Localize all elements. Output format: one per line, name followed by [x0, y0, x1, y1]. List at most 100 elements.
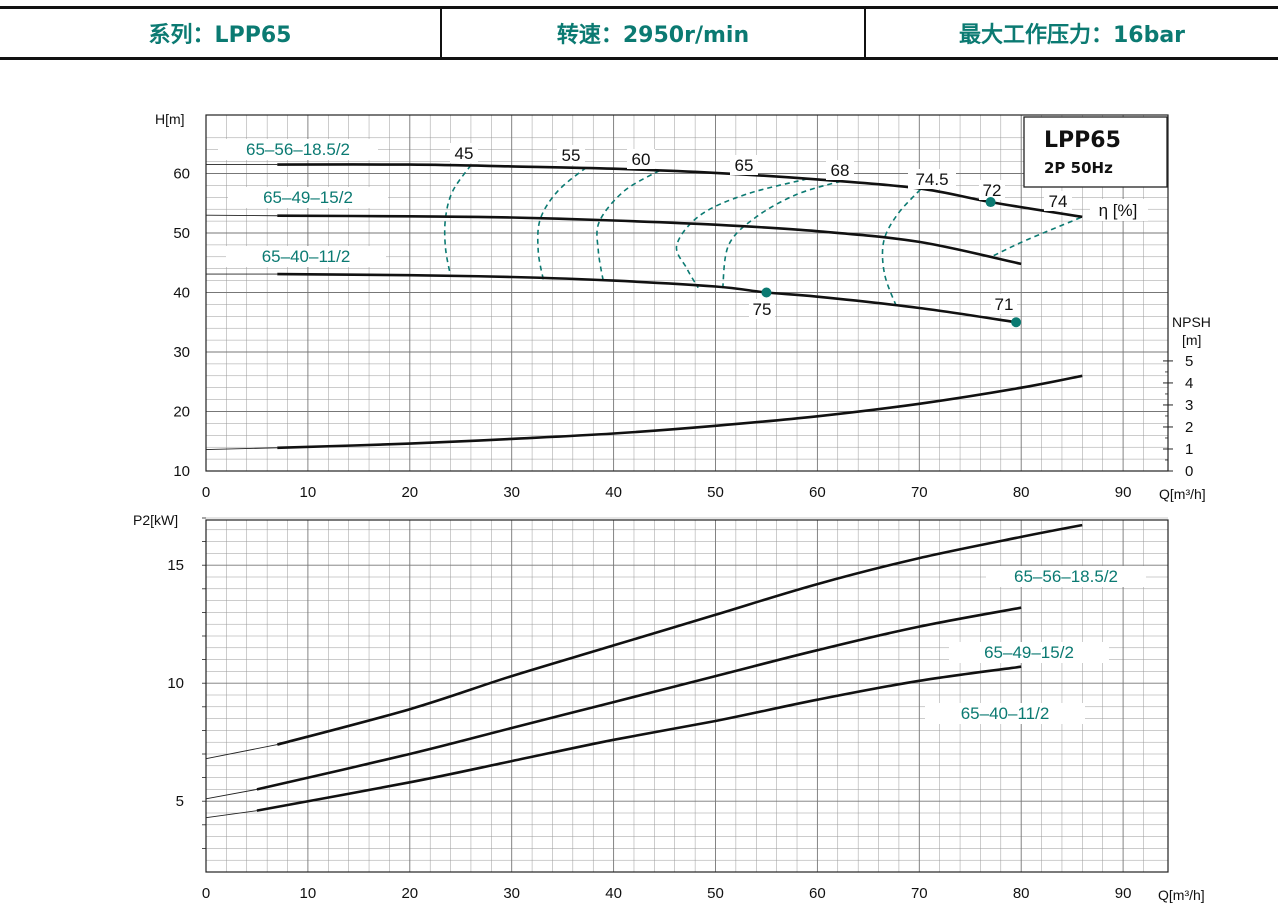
chart-title: LPP65: [1044, 128, 1121, 153]
plot-frame: [205, 519, 1169, 873]
npsh-tick-label: 2: [1185, 419, 1193, 436]
series-label: 65–56–18.5/2: [1014, 567, 1118, 586]
y-tick-label: 20: [173, 404, 190, 421]
label-backdrop: [218, 139, 378, 160]
head-curve: [277, 214, 1022, 266]
curve-lead-line: [205, 788, 258, 800]
label-backdrop: [1044, 191, 1072, 211]
npsh-axis-unit: [m]: [1182, 332, 1201, 348]
label-backdrop: [908, 169, 956, 189]
x-tick-label: 90: [1115, 484, 1132, 501]
x-tick-label: 10: [300, 484, 317, 501]
curve-lead-line: [205, 810, 258, 819]
efficiency-label: 60: [632, 150, 651, 169]
efficiency-contour: [993, 216, 1083, 257]
speed-label: 转速：2950r/min: [556, 23, 750, 48]
x-tick-label: 30: [503, 885, 520, 902]
x-tick-label: 40: [605, 484, 622, 501]
series-label: 65–49–15/2: [984, 643, 1074, 662]
series-label: 65–40–11/2: [262, 247, 351, 266]
efficiency-contour: [881, 189, 921, 308]
series-label: 65–56–18.5/2: [246, 140, 350, 159]
curve-lead-line: [205, 214, 278, 217]
head-curve: [277, 163, 1083, 219]
npsh-tick-label: 3: [1185, 397, 1193, 414]
label-backdrop: [226, 246, 386, 267]
x-tick-label: 50: [707, 885, 724, 902]
efficiency-contour: [675, 178, 808, 289]
x-tick-label: 90: [1115, 885, 1132, 902]
label-backdrop: [557, 145, 585, 165]
x-tick-label: 0: [202, 484, 210, 501]
y-tick-label: 40: [173, 285, 190, 302]
head-curve: [277, 272, 1017, 324]
x-tick-label: 40: [605, 885, 622, 902]
efficiency-marker: [1011, 317, 1022, 328]
header-divider: [864, 6, 866, 58]
power-curve: [256, 606, 1022, 791]
x-axis-title: Q[m³/h]: [1159, 486, 1206, 502]
label-backdrop: [925, 703, 1085, 724]
label-backdrop: [228, 187, 388, 208]
efficiency-label: 65: [735, 156, 754, 175]
label-backdrop: [991, 294, 1017, 314]
y-tick-label: 15: [167, 557, 184, 574]
y-axis-title: H[m]: [155, 111, 185, 127]
x-tick-label: 20: [401, 484, 418, 501]
x-tick-label: 20: [401, 885, 418, 902]
label-backdrop: [949, 642, 1109, 663]
label-backdrop: [979, 180, 1005, 200]
chart-subtitle: 2P 50Hz: [1044, 159, 1113, 177]
label-backdrop: [749, 299, 775, 319]
y-tick-label: 60: [173, 166, 190, 183]
x-tick-label: 50: [707, 484, 724, 501]
npsh-tick-label: 0: [1185, 463, 1193, 480]
x-tick-label: 70: [911, 484, 928, 501]
efficiency-label: 74.5: [915, 170, 948, 189]
efficiency-unit-label: η [%]: [1099, 201, 1138, 220]
label-backdrop: [986, 566, 1146, 587]
efficiency-label: 55: [562, 146, 581, 165]
npsh-axis-title: NPSH: [1172, 314, 1211, 330]
efficiency-contour: [443, 164, 472, 276]
y-tick-label: 30: [173, 344, 190, 361]
power-curve: [276, 523, 1083, 746]
efficiency-label: 74: [1049, 192, 1068, 211]
y-tick-label: 50: [173, 225, 190, 242]
label-backdrop: [1090, 199, 1148, 221]
x-tick-label: 80: [1013, 484, 1030, 501]
plot-frame: [205, 114, 1169, 472]
series-label: 65–40–11/2: [961, 704, 1050, 723]
x-tick-label: 70: [911, 885, 928, 902]
curve-lead-line: [205, 744, 278, 760]
efficiency-contour: [536, 166, 587, 280]
header-divider: [440, 6, 442, 58]
y-tick-label: 10: [173, 463, 190, 480]
npsh-curve: [277, 374, 1083, 450]
npsh-tick-label: 1: [1185, 441, 1193, 458]
y-tick-label: 5: [176, 793, 184, 810]
y-tick-label: 10: [167, 675, 184, 692]
x-axis-title: Q[m³/h]: [1158, 887, 1205, 903]
npsh-tick-label: 5: [1185, 353, 1193, 370]
header-top-rule: [0, 6, 1278, 9]
header-bottom-rule: [0, 57, 1278, 60]
series-label: 65–49–15/2: [263, 188, 353, 207]
label-backdrop: [627, 149, 655, 169]
x-tick-label: 60: [809, 885, 826, 902]
label-backdrop: [450, 143, 478, 163]
power-curve: [256, 665, 1022, 812]
efficiency-label: 45: [455, 144, 474, 163]
x-tick-label: 80: [1013, 885, 1030, 902]
x-tick-label: 10: [300, 885, 317, 902]
x-tick-label: 60: [809, 484, 826, 501]
title-box: [1023, 116, 1168, 188]
y-axis-title: P2[kW]: [133, 512, 178, 528]
series-label: 系列：LPP65: [148, 23, 292, 48]
npsh-tick-label: 4: [1185, 375, 1193, 392]
x-tick-label: 0: [202, 885, 210, 902]
efficiency-label: 75: [753, 300, 772, 319]
efficiency-contour: [721, 180, 842, 290]
efficiency-marker: [985, 197, 996, 208]
